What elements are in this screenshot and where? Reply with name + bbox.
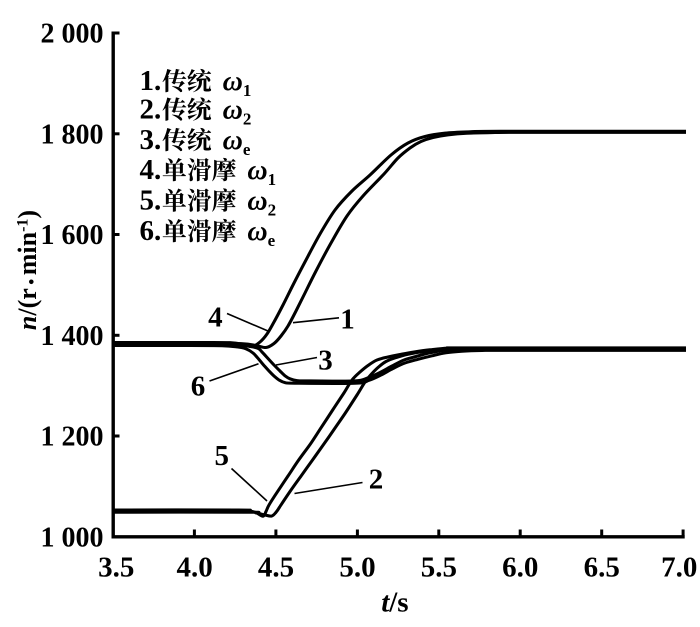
svg-text:5.0: 5.0 — [339, 552, 375, 584]
svg-text:ω2: ω2 — [247, 186, 276, 220]
svg-text:4.5: 4.5 — [258, 552, 294, 584]
svg-text:4: 4 — [208, 301, 223, 333]
svg-text:t/s: t/s — [381, 587, 408, 619]
svg-text:1 800: 1 800 — [41, 119, 104, 150]
svg-text:1 400: 1 400 — [41, 321, 104, 352]
svg-text:5.5: 5.5 — [421, 552, 457, 584]
svg-text:4.: 4. — [140, 154, 162, 186]
svg-text:1 600: 1 600 — [41, 220, 104, 251]
svg-text:1: 1 — [340, 304, 355, 336]
svg-text:6.0: 6.0 — [502, 552, 538, 584]
svg-text:3.5: 3.5 — [98, 552, 134, 584]
svg-text:1 200: 1 200 — [41, 422, 104, 453]
svg-text:4.0: 4.0 — [176, 552, 212, 584]
svg-text:5.: 5. — [140, 185, 162, 217]
svg-text:6: 6 — [191, 371, 206, 403]
svg-text:3: 3 — [318, 345, 333, 377]
svg-text:ωe: ωe — [223, 125, 251, 159]
svg-text:2: 2 — [369, 463, 384, 495]
svg-text:2 000: 2 000 — [41, 19, 104, 50]
svg-text:1.: 1. — [140, 65, 162, 97]
svg-text:7.0: 7.0 — [661, 552, 697, 584]
svg-text:6.: 6. — [140, 215, 162, 247]
svg-text:2.: 2. — [140, 94, 162, 126]
svg-text:1 000: 1 000 — [41, 522, 104, 553]
svg-text:3.: 3. — [140, 124, 162, 156]
svg-text:5: 5 — [215, 440, 230, 472]
svg-text:6.5: 6.5 — [584, 552, 620, 584]
